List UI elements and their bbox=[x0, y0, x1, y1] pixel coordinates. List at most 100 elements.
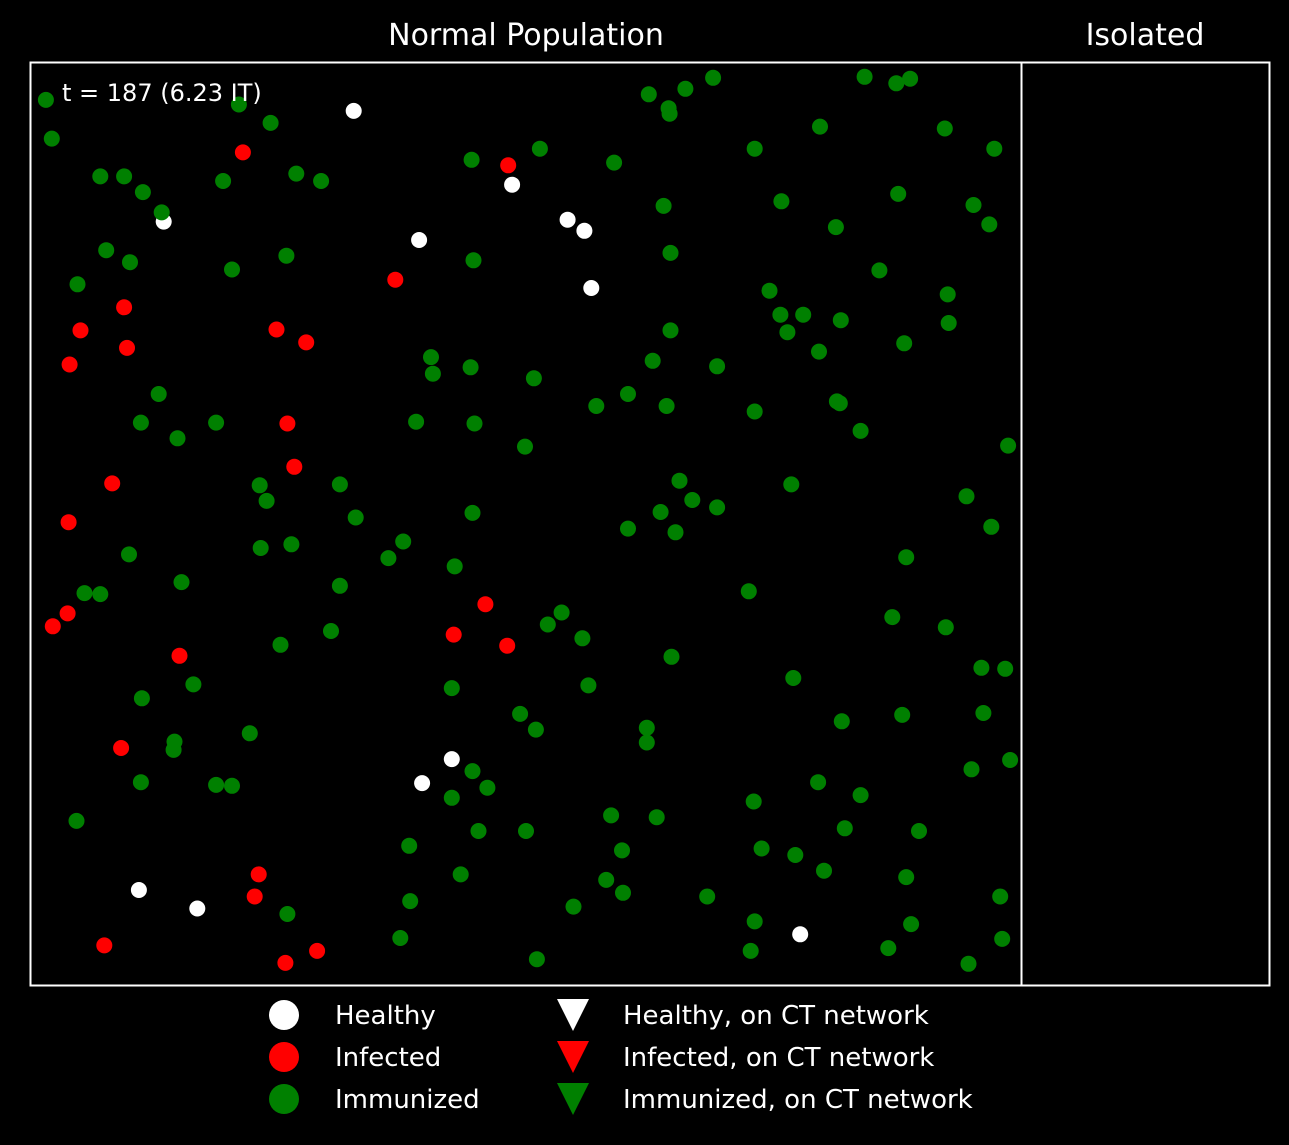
point-immunized-26 bbox=[655, 197, 672, 214]
point-immunized-88 bbox=[395, 533, 412, 550]
point-immunized-110 bbox=[527, 721, 544, 738]
point-immunized-44 bbox=[832, 312, 849, 329]
point-immunized-133 bbox=[745, 793, 762, 810]
point-immunized-78 bbox=[258, 492, 275, 509]
point-infected-6 bbox=[119, 339, 135, 356]
point-immunized-9 bbox=[888, 75, 905, 92]
point-immunized-62 bbox=[150, 386, 167, 402]
point-immunized-24 bbox=[134, 184, 151, 201]
point-immunized-113 bbox=[833, 713, 850, 730]
point-healthy-9 bbox=[130, 882, 147, 898]
point-healthy-1 bbox=[504, 176, 521, 193]
point-infected-2 bbox=[387, 271, 404, 288]
point-immunized-151 bbox=[279, 906, 296, 922]
point-immunized-115 bbox=[975, 705, 992, 721]
point-immunized-102 bbox=[973, 659, 990, 676]
point-immunized-83 bbox=[983, 518, 1000, 535]
point-immunized-130 bbox=[68, 812, 85, 829]
point-immunized-149 bbox=[699, 888, 716, 905]
point-immunized-112 bbox=[785, 670, 802, 686]
point-immunized-6 bbox=[677, 80, 694, 97]
point-infected-17 bbox=[499, 637, 516, 654]
point-immunized-148 bbox=[898, 869, 915, 886]
point-immunized-65 bbox=[208, 414, 225, 431]
point-immunized-152 bbox=[402, 893, 419, 910]
point-immunized-96 bbox=[553, 604, 570, 621]
point-immunized-47 bbox=[662, 322, 679, 339]
point-immunized-122 bbox=[1002, 752, 1019, 768]
point-infected-19 bbox=[113, 740, 130, 756]
legend-marker-1 bbox=[269, 1042, 299, 1072]
point-immunized-23 bbox=[313, 173, 330, 189]
point-healthy-0 bbox=[345, 102, 362, 119]
point-infected-5 bbox=[268, 321, 285, 338]
point-immunized-81 bbox=[464, 504, 481, 521]
point-immunized-131 bbox=[810, 774, 827, 791]
point-healthy-7 bbox=[443, 751, 460, 768]
point-immunized-116 bbox=[133, 690, 150, 707]
point-immunized-143 bbox=[787, 847, 804, 863]
point-immunized-153 bbox=[565, 898, 582, 915]
point-infected-3 bbox=[116, 299, 133, 316]
point-immunized-101 bbox=[937, 619, 954, 636]
point-immunized-84 bbox=[620, 520, 636, 537]
point-immunized-121 bbox=[638, 734, 655, 751]
point-immunized-155 bbox=[903, 916, 920, 933]
point-immunized-2 bbox=[43, 130, 60, 147]
point-immunized-132 bbox=[852, 787, 869, 804]
point-infected-0 bbox=[234, 144, 251, 161]
point-infected-23 bbox=[309, 942, 326, 959]
point-immunized-21 bbox=[215, 173, 232, 189]
point-immunized-161 bbox=[960, 955, 977, 972]
point-immunized-120 bbox=[638, 719, 655, 736]
point-immunized-74 bbox=[652, 504, 669, 520]
legend-label-3: Healthy, on CT network bbox=[623, 1001, 929, 1031]
point-infected-1 bbox=[500, 157, 517, 174]
point-infected-7 bbox=[298, 334, 315, 351]
point-immunized-126 bbox=[224, 777, 240, 794]
point-immunized-53 bbox=[709, 358, 726, 375]
isolated-frame bbox=[1020, 61, 1271, 987]
point-immunized-141 bbox=[614, 842, 630, 859]
point-immunized-140 bbox=[401, 837, 418, 854]
isolated-title: Isolated bbox=[1086, 18, 1205, 53]
point-infected-8 bbox=[61, 356, 78, 373]
point-immunized-123 bbox=[963, 761, 980, 778]
point-immunized-28 bbox=[890, 185, 907, 202]
point-immunized-27 bbox=[773, 193, 790, 210]
point-infected-9 bbox=[279, 415, 296, 432]
point-immunized-129 bbox=[443, 789, 460, 806]
point-immunized-119 bbox=[241, 725, 258, 742]
point-immunized-12 bbox=[812, 118, 828, 135]
point-immunized-90 bbox=[446, 558, 463, 575]
point-immunized-59 bbox=[746, 403, 763, 420]
point-immunized-61 bbox=[831, 395, 848, 412]
point-immunized-111 bbox=[997, 660, 1014, 677]
point-immunized-89 bbox=[380, 550, 397, 567]
point-immunized-31 bbox=[827, 219, 844, 236]
point-immunized-37 bbox=[662, 244, 679, 261]
legend-label-5: Immunized, on CT network bbox=[623, 1085, 973, 1115]
legend-label-1: Infected bbox=[335, 1043, 441, 1073]
point-infected-12 bbox=[60, 514, 77, 531]
point-immunized-13 bbox=[936, 120, 953, 137]
point-immunized-25 bbox=[153, 204, 170, 221]
point-immunized-105 bbox=[663, 648, 680, 665]
scatter-points bbox=[37, 68, 1019, 972]
point-immunized-73 bbox=[709, 499, 726, 516]
point-infected-16 bbox=[445, 626, 462, 643]
point-immunized-144 bbox=[816, 862, 832, 879]
point-immunized-40 bbox=[761, 282, 778, 299]
legend-label-2: Immunized bbox=[335, 1085, 480, 1115]
point-immunized-64 bbox=[169, 430, 186, 447]
point-immunized-43 bbox=[795, 306, 812, 323]
point-immunized-138 bbox=[836, 820, 853, 837]
point-immunized-39 bbox=[871, 262, 888, 279]
point-immunized-3 bbox=[262, 114, 279, 131]
point-immunized-134 bbox=[603, 807, 620, 824]
point-infected-14 bbox=[44, 618, 61, 635]
point-immunized-29 bbox=[965, 197, 982, 213]
point-immunized-1 bbox=[230, 96, 247, 113]
point-immunized-38 bbox=[69, 276, 86, 293]
